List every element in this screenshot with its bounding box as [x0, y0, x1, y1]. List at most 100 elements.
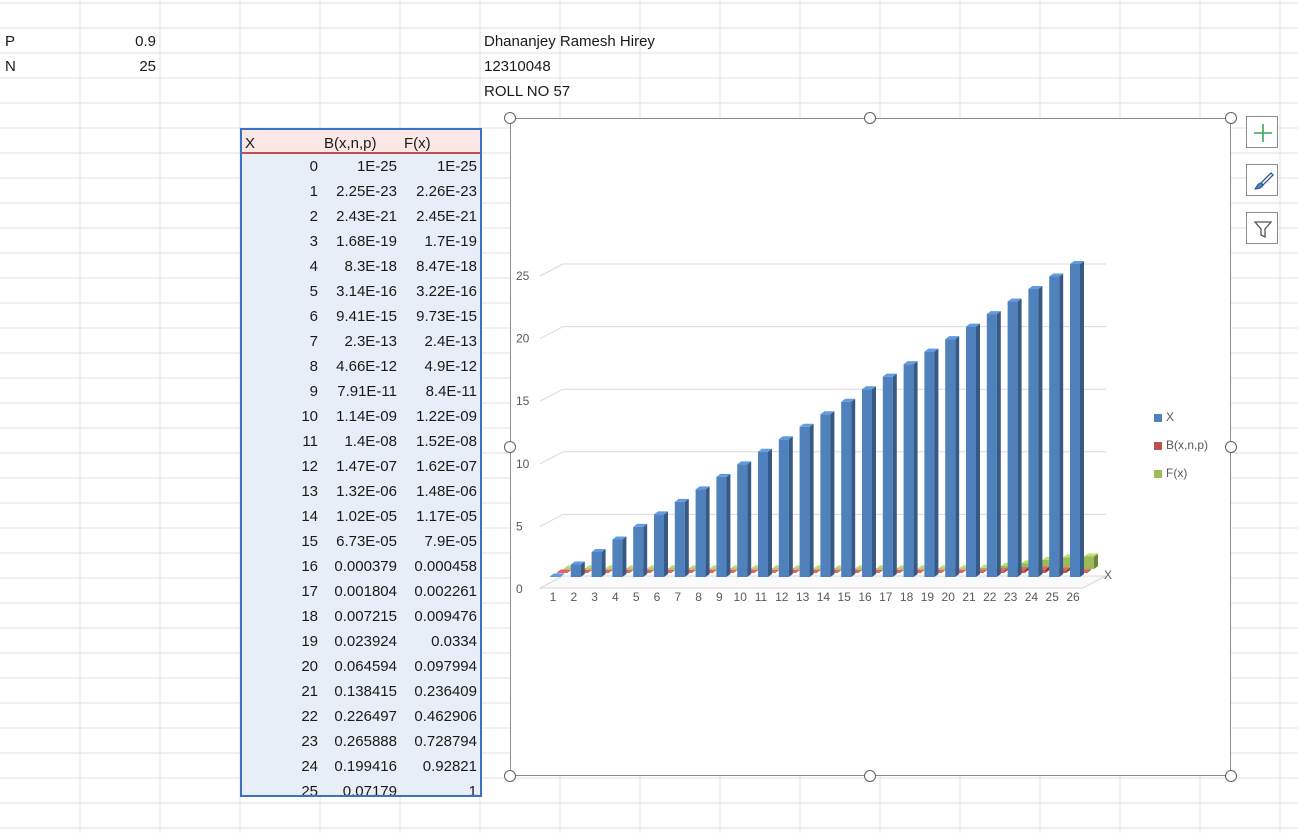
cell-binomial[interactable]: 1.14E-09 — [336, 408, 397, 425]
param-n-label[interactable]: N — [5, 58, 16, 75]
cell-binomial[interactable]: 2.3E-13 — [344, 333, 397, 350]
resize-handle-top-right[interactable] — [1225, 112, 1237, 124]
param-n-value[interactable]: 25 — [139, 58, 156, 75]
chart-styles-button[interactable] — [1246, 164, 1278, 196]
resize-handle-top-left[interactable] — [504, 112, 516, 124]
cell-cdf[interactable]: 1.22E-09 — [416, 408, 477, 425]
cell-x[interactable]: 10 — [301, 408, 318, 425]
cell-cdf[interactable]: 0.462906 — [414, 708, 477, 725]
header-binomial[interactable]: B(x,n,p) — [324, 135, 377, 152]
cell-cdf[interactable]: 8.4E-11 — [425, 383, 477, 400]
cell-binomial[interactable]: 0.138415 — [334, 683, 397, 700]
cell-x[interactable]: 11 — [302, 433, 318, 450]
cell-x[interactable]: 24 — [301, 758, 318, 775]
cell-x[interactable]: 0 — [309, 158, 318, 175]
cell-binomial[interactable]: 0.226497 — [334, 708, 397, 725]
cell-binomial[interactable]: 0.023924 — [334, 633, 397, 650]
legend-item[interactable]: X — [1154, 410, 1174, 424]
cell-cdf[interactable]: 0.000458 — [414, 558, 477, 575]
cell-cdf[interactable]: 3.22E-16 — [416, 283, 477, 300]
cell-binomial[interactable]: 0.001804 — [334, 583, 397, 600]
chart-filters-button[interactable] — [1246, 212, 1278, 244]
cell-binomial[interactable]: 4.66E-12 — [336, 358, 397, 375]
cell-x[interactable]: 15 — [301, 533, 318, 550]
cell-x[interactable]: 18 — [301, 608, 318, 625]
cell-binomial[interactable]: 0.000379 — [334, 558, 397, 575]
resize-handle-bottom-right[interactable] — [1225, 770, 1237, 782]
cell-x[interactable]: 13 — [301, 483, 318, 500]
cell-cdf[interactable]: 0.728794 — [414, 733, 477, 750]
cell-x[interactable]: 1 — [309, 183, 318, 200]
cell-cdf[interactable]: 1.17E-05 — [416, 508, 477, 525]
cell-x[interactable]: 23 — [301, 733, 318, 750]
cell-binomial[interactable]: 0.007215 — [334, 608, 397, 625]
cell-cdf[interactable]: 9.73E-15 — [416, 308, 477, 325]
cell-binomial[interactable]: 0.265888 — [334, 733, 397, 750]
cell-x[interactable]: 21 — [301, 683, 318, 700]
cell-x[interactable]: 9 — [309, 383, 318, 400]
legend-item[interactable]: B(x,n,p) — [1154, 438, 1208, 452]
cell-binomial[interactable]: 9.41E-15 — [336, 308, 397, 325]
cell-cdf[interactable]: 1 — [468, 783, 477, 800]
resize-handle-middle-left[interactable] — [504, 441, 516, 453]
cell-cdf[interactable]: 1.52E-08 — [416, 433, 477, 450]
cell-cdf[interactable]: 2.26E-23 — [416, 183, 477, 200]
header-x[interactable]: X — [245, 135, 256, 152]
cell-cdf[interactable]: 1.7E-19 — [424, 233, 477, 250]
cell-x[interactable]: 5 — [309, 283, 318, 300]
cell-x[interactable]: 6 — [309, 308, 318, 325]
cell-x[interactable]: 14 — [301, 508, 318, 525]
cell-cdf[interactable]: 0.009476 — [414, 608, 477, 625]
param-p-value[interactable]: 0.9 — [135, 33, 156, 50]
cell-binomial[interactable]: 1.68E-19 — [336, 233, 397, 250]
cell-x[interactable]: 8 — [309, 358, 318, 375]
student-name-cell[interactable]: Dhananjey Ramesh Hirey — [484, 33, 655, 50]
param-p-label[interactable]: P — [5, 33, 16, 50]
roll-number-cell[interactable]: ROLL NO 57 — [484, 83, 571, 100]
cell-x[interactable]: 3 — [309, 233, 318, 250]
cell-binomial[interactable]: 2.43E-21 — [336, 208, 397, 225]
cell-cdf[interactable]: 4.9E-12 — [424, 358, 477, 375]
resize-handle-bottom-left[interactable] — [504, 770, 516, 782]
cell-x[interactable]: 12 — [301, 458, 318, 475]
resize-handle-top-middle[interactable] — [864, 112, 876, 124]
cell-cdf[interactable]: 7.9E-05 — [424, 533, 477, 550]
cell-cdf[interactable]: 0.0334 — [431, 633, 477, 650]
cell-cdf[interactable]: 8.47E-18 — [416, 258, 477, 275]
cell-x[interactable]: 16 — [301, 558, 318, 575]
legend-item[interactable]: F(x) — [1154, 466, 1187, 480]
cell-binomial[interactable]: 6.73E-05 — [336, 533, 397, 550]
cell-x[interactable]: 4 — [309, 258, 318, 275]
cell-binomial[interactable]: 7.91E-11 — [337, 383, 397, 400]
cell-cdf[interactable]: 1.62E-07 — [416, 458, 477, 475]
cell-binomial[interactable]: 1E-25 — [356, 158, 397, 175]
cell-cdf[interactable]: 0.92821 — [422, 758, 477, 775]
cell-cdf[interactable]: 2.45E-21 — [416, 208, 477, 225]
header-cdf[interactable]: F(x) — [404, 135, 431, 152]
cell-binomial[interactable]: 0.199416 — [334, 758, 397, 775]
cell-cdf[interactable]: 0.002261 — [414, 583, 477, 600]
cell-binomial[interactable]: 0.064594 — [334, 658, 397, 675]
cell-x[interactable]: 2 — [309, 208, 318, 225]
cell-binomial[interactable]: 1.4E-08 — [344, 433, 397, 450]
cell-x[interactable]: 17 — [301, 583, 318, 600]
cell-cdf[interactable]: 2.4E-13 — [424, 333, 477, 350]
cell-x[interactable]: 22 — [301, 708, 318, 725]
cell-cdf[interactable]: 1E-25 — [436, 158, 477, 175]
cell-x[interactable]: 7 — [309, 333, 318, 350]
cell-binomial[interactable]: 1.47E-07 — [336, 458, 397, 475]
cell-x[interactable]: 19 — [301, 633, 318, 650]
resize-handle-middle-right[interactable] — [1225, 441, 1237, 453]
cell-binomial[interactable]: 1.32E-06 — [336, 483, 397, 500]
cell-binomial[interactable]: 2.25E-23 — [336, 183, 397, 200]
student-id-cell[interactable]: 12310048 — [484, 58, 551, 75]
cell-binomial[interactable]: 3.14E-16 — [336, 283, 397, 300]
cell-binomial[interactable]: 1.02E-05 — [336, 508, 397, 525]
cell-binomial[interactable]: 8.3E-18 — [344, 258, 397, 275]
cell-cdf[interactable]: 0.097994 — [414, 658, 477, 675]
cell-x[interactable]: 20 — [301, 658, 318, 675]
chart-elements-button[interactable] — [1246, 116, 1278, 148]
resize-handle-bottom-middle[interactable] — [864, 770, 876, 782]
cell-cdf[interactable]: 0.236409 — [414, 683, 477, 700]
